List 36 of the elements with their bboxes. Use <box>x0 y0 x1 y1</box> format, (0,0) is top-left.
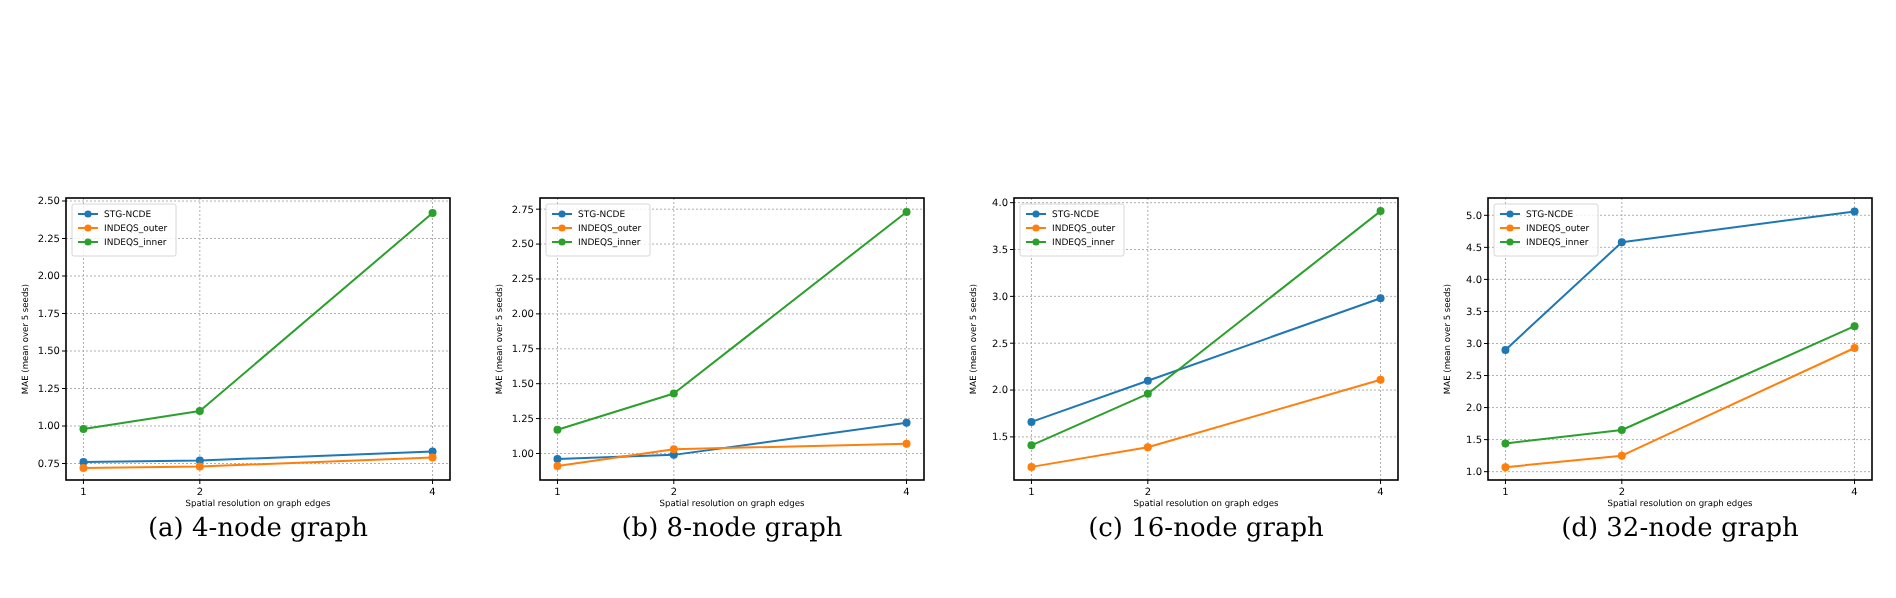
point <box>1617 238 1626 247</box>
text: (a) 4-node graph <box>147 514 370 544</box>
point <box>1617 451 1626 460</box>
point <box>1501 463 1510 472</box>
point <box>79 464 88 472</box>
point <box>902 439 911 448</box>
point <box>553 455 562 464</box>
point <box>902 418 911 427</box>
point <box>1617 426 1626 435</box>
text: (c) 16-node graph <box>1088 514 1326 544</box>
text: (d) 32-node graph <box>1561 514 1801 544</box>
point <box>1501 439 1510 448</box>
point <box>1027 462 1036 471</box>
point <box>1143 376 1152 385</box>
point <box>669 389 678 398</box>
point <box>1850 343 1859 352</box>
point <box>1376 375 1385 384</box>
text: (b) 8-node graph <box>621 514 844 544</box>
point <box>195 407 204 415</box>
point <box>553 462 562 471</box>
point <box>1143 443 1152 452</box>
point <box>1850 207 1859 216</box>
point <box>902 207 911 216</box>
point <box>79 425 88 433</box>
point <box>669 445 678 454</box>
point <box>428 209 437 217</box>
point <box>1501 345 1510 354</box>
point <box>1376 207 1385 216</box>
point <box>1376 294 1385 303</box>
point <box>553 425 562 434</box>
point <box>428 453 437 462</box>
point <box>195 462 204 471</box>
point <box>1027 417 1036 426</box>
point <box>1143 389 1152 398</box>
point <box>1027 441 1036 450</box>
point <box>1850 322 1859 331</box>
